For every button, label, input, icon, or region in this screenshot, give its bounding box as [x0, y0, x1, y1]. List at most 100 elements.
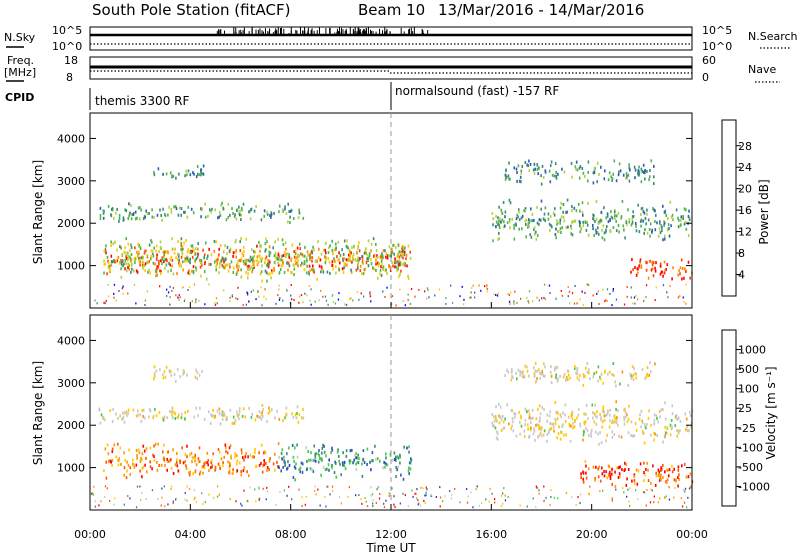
range-cell	[529, 416, 531, 420]
range-cell	[648, 409, 650, 413]
range-cell	[224, 443, 227, 447]
range-cell	[152, 261, 155, 265]
range-cell	[294, 413, 297, 417]
range-cell	[142, 415, 144, 418]
range-cell	[557, 221, 559, 225]
range-cell	[536, 296, 538, 299]
range-cell	[385, 255, 387, 259]
range-cell	[335, 475, 338, 479]
range-cell	[253, 250, 255, 254]
range-cell	[615, 400, 617, 404]
range-cell	[507, 174, 510, 178]
range-cell	[668, 468, 671, 472]
range-cell	[523, 375, 526, 379]
range-cell	[206, 461, 208, 465]
range-cell	[574, 419, 576, 423]
range-cell	[361, 462, 363, 466]
range-cell	[235, 297, 237, 300]
range-cell	[519, 370, 521, 374]
range-cell	[180, 213, 182, 217]
range-cell	[198, 472, 201, 476]
range-cell	[150, 254, 152, 258]
range-cell	[125, 255, 127, 259]
range-cell	[253, 265, 255, 269]
range-cell	[161, 487, 163, 490]
range-cell	[662, 274, 664, 278]
range-cell	[613, 373, 615, 377]
range-cell	[249, 255, 252, 259]
range-cell	[535, 230, 537, 234]
range-cell	[144, 299, 147, 302]
range-cell	[191, 255, 194, 259]
range-cell	[166, 457, 168, 461]
range-cell	[481, 502, 483, 505]
range-cell	[560, 431, 563, 435]
range-cell	[584, 427, 587, 430]
range-cell	[382, 466, 384, 470]
range-cell	[120, 275, 123, 279]
range-cell	[177, 296, 179, 299]
range-cell	[655, 261, 657, 265]
range-cell	[331, 448, 334, 452]
range-cell	[163, 485, 165, 488]
range-cell	[598, 442, 600, 446]
range-cell	[178, 298, 180, 301]
range-cell	[598, 303, 600, 305]
range-cell	[143, 251, 146, 255]
range-cell	[184, 453, 187, 456]
range-cell	[510, 427, 512, 431]
range-cell	[575, 167, 577, 171]
range-cell	[380, 265, 382, 269]
range-cell	[221, 256, 224, 260]
range-cell	[338, 454, 340, 458]
range-cell	[595, 228, 597, 232]
range-cell	[311, 267, 313, 271]
range-cell	[186, 444, 188, 448]
range-cell	[110, 263, 113, 267]
range-cell	[535, 506, 537, 509]
range-cell	[273, 211, 275, 215]
range-cell	[306, 294, 308, 297]
range-cell	[240, 218, 242, 221]
range-cell	[500, 494, 503, 497]
range-cell	[203, 417, 206, 421]
range-cell	[317, 256, 320, 260]
range-cell	[679, 429, 681, 433]
range-cell	[377, 457, 379, 461]
range-cell	[202, 471, 204, 475]
range-cell	[519, 504, 521, 507]
range-cell	[247, 268, 249, 271]
range-cell	[517, 368, 520, 372]
range-cell	[110, 460, 112, 464]
range-cell	[253, 254, 256, 258]
range-cell	[237, 414, 239, 418]
range-cell	[258, 254, 261, 258]
range-cell	[166, 259, 168, 263]
range-cell	[511, 424, 513, 428]
range-cell	[189, 173, 192, 177]
range-cell	[304, 245, 306, 249]
range-cell	[343, 266, 345, 270]
range-cell	[134, 246, 136, 250]
range-cell	[175, 256, 177, 259]
range-cell	[635, 229, 638, 233]
range-cell	[219, 214, 222, 217]
range-cell	[653, 208, 655, 212]
y-tick-label: 1000	[57, 462, 85, 475]
range-cell	[188, 487, 191, 490]
range-cell	[296, 405, 299, 409]
range-cell	[609, 292, 611, 295]
range-cell	[286, 467, 288, 471]
range-cell	[200, 260, 202, 264]
range-cell	[533, 228, 535, 232]
range-cell	[540, 428, 542, 432]
range-cell	[210, 466, 212, 470]
range-cell	[137, 250, 140, 254]
range-cell	[549, 504, 551, 506]
range-cell	[394, 506, 396, 509]
range-cell	[351, 246, 353, 249]
range-cell	[132, 462, 134, 466]
range-cell	[386, 254, 389, 258]
range-cell	[236, 459, 239, 463]
range-cell	[135, 414, 138, 418]
